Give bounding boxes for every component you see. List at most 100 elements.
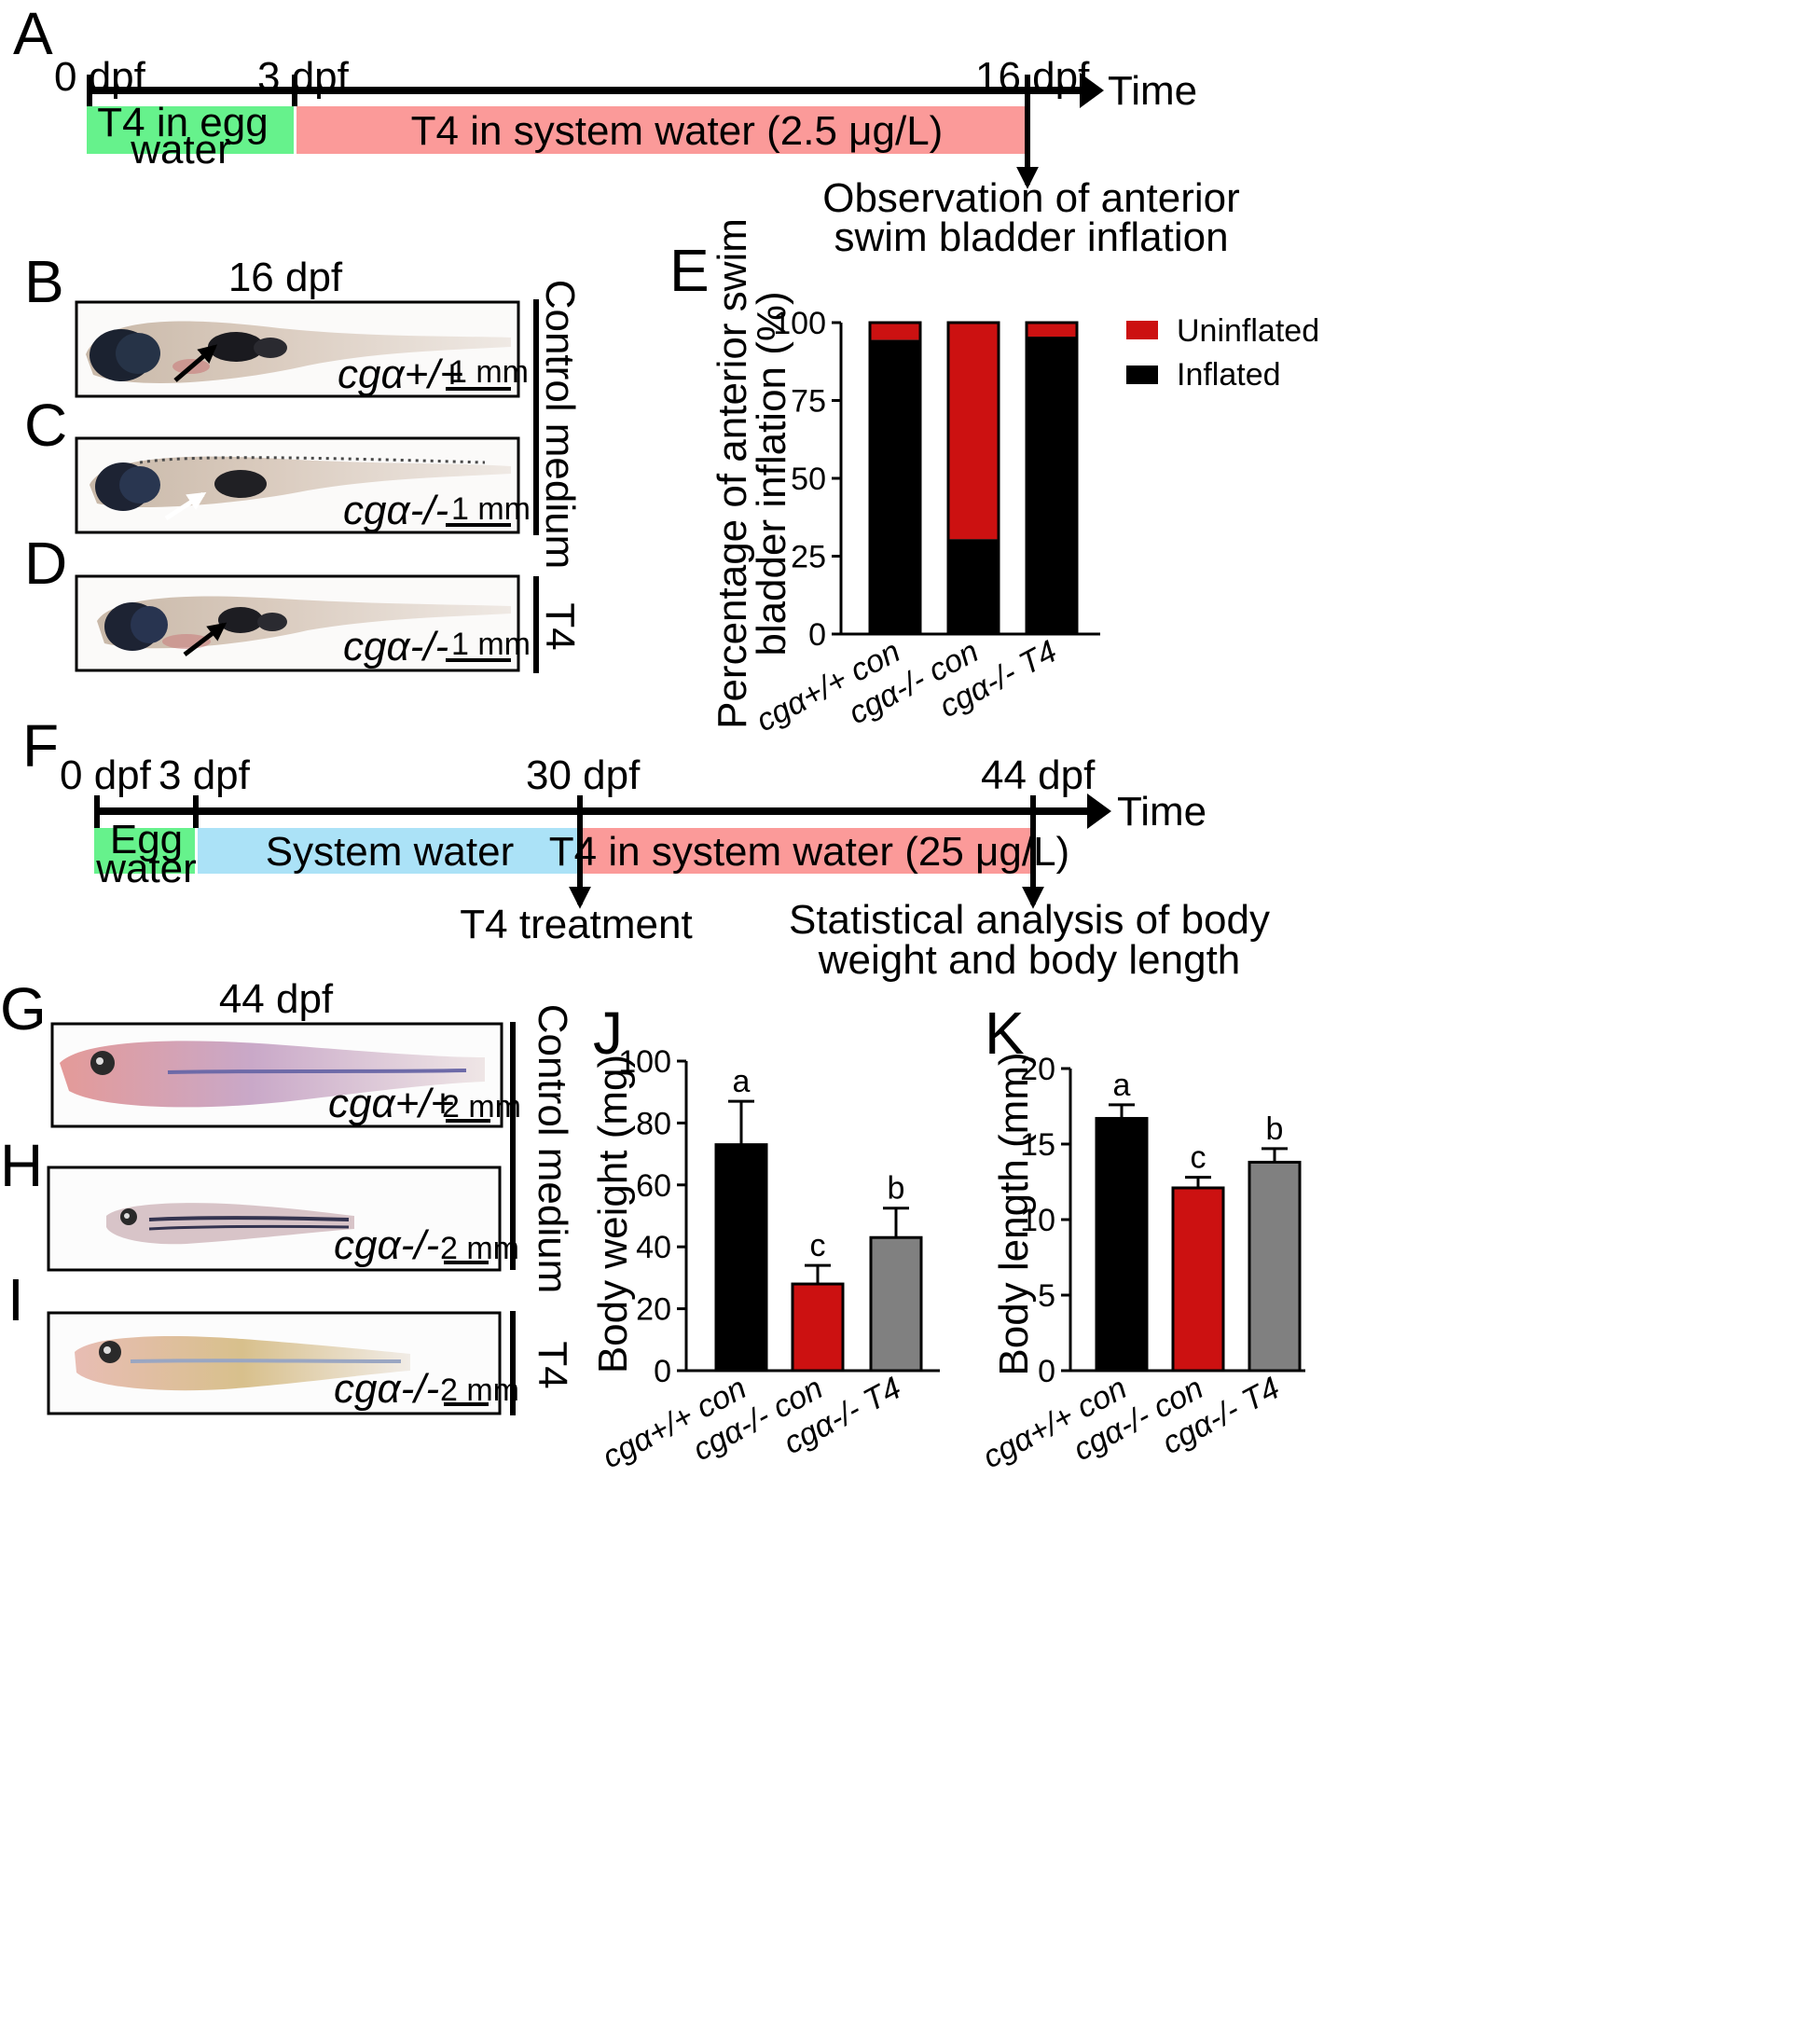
egg-water-label-f-2: water <box>95 846 197 891</box>
significance-letter-cg-t4: b <box>888 1171 905 1207</box>
genotype-g: cgα+/+ <box>328 1081 454 1126</box>
scale-label-c: 1 mm <box>451 491 531 527</box>
panel-k-letter: K <box>985 1000 1025 1067</box>
y-tick-label: 5 <box>1038 1278 1055 1314</box>
y-tick-label: 100 <box>618 1044 671 1080</box>
bar-cg-con <box>791 1282 845 1373</box>
panel-a-axis-label: Time <box>1108 68 1197 114</box>
significance-letter-cg-con: c <box>810 1228 826 1263</box>
bar-uninflated-cg-con <box>948 323 999 540</box>
t4-label-large: T4 <box>530 1341 575 1388</box>
bar-cg-t4 <box>869 1235 923 1373</box>
significance-letter-cg-con: a <box>1113 1068 1131 1103</box>
genotype-c: cgα-/- <box>343 488 448 533</box>
significance-letter-cg-con: a <box>733 1064 751 1099</box>
treatment-label-f: T4 treatment <box>460 902 692 947</box>
scale-label-g: 2 mm <box>442 1089 521 1124</box>
panel-c: C cgα-/- 1 mm <box>24 392 531 534</box>
bar-cg-t4 <box>1248 1160 1302 1373</box>
panel-e: E Percentage of anterior swim bladder in… <box>669 218 1319 738</box>
panel-a-letter: A <box>13 0 53 67</box>
significance-letter-cg-con: c <box>1191 1140 1206 1176</box>
y-tick-label: 10 <box>1020 1203 1055 1238</box>
panel-a: A 0 dpf 3 dpf 16 dpf Time T4 in egg wate… <box>13 0 1240 260</box>
bar-outline-cg-t4 <box>1025 321 1079 636</box>
panel-b-letter: B <box>24 248 64 315</box>
y-tick-label: 0 <box>654 1354 671 1389</box>
system-water-label-a: T4 in system water (2.5 μg/L) <box>411 108 944 154</box>
scale-label-b: 1 mm <box>449 354 529 390</box>
panel-f-time-44: 44 dpf <box>981 752 1096 798</box>
significance-letter-cg-t4: b <box>1266 1111 1284 1147</box>
t4-label-small: T4 <box>537 602 583 650</box>
bar-uninflated-cg-con <box>870 323 920 340</box>
scale-label-h: 2 mm <box>440 1231 519 1266</box>
bar-outline-cg-con <box>946 321 1000 636</box>
analysis-label-f-2: weight and body length <box>818 937 1241 983</box>
adult-image-i <box>75 1335 410 1391</box>
observation-label-a-1: Observation of anterior <box>822 175 1240 221</box>
y-tick-label: 75 <box>791 384 826 420</box>
y-tick-label: 50 <box>791 462 826 497</box>
egg-water-label-a-1: T4 in egg <box>97 100 268 145</box>
bar-inflated-cg-con <box>948 539 999 634</box>
y-tick-label: 25 <box>791 540 826 575</box>
panel-d-letter: D <box>24 530 67 597</box>
y-tick-label: 0 <box>1038 1354 1055 1389</box>
panel-b-stage: 16 dpf <box>228 255 343 300</box>
genotype-b: cgα+/+ <box>338 352 463 397</box>
legend-swatch-inflated <box>1126 366 1158 384</box>
panel-b: B 16 dpf cgα+/+ 1 mm <box>24 248 529 398</box>
panel-k-ylabel: Body length (mm) <box>991 1052 1037 1375</box>
bar-uninflated-cg-t4 <box>1027 323 1077 338</box>
y-tick-label: 20 <box>636 1292 671 1328</box>
y-tick-label: 40 <box>636 1230 671 1265</box>
adult-image-g <box>60 1041 485 1108</box>
genotype-h: cgα-/- <box>334 1222 439 1268</box>
panel-e-letter: E <box>669 237 710 304</box>
panel-j: J Body weight (mg) 020406080100acbcgα+/+… <box>590 1000 940 1475</box>
panel-f-time-30: 30 dpf <box>526 752 641 798</box>
panel-i-letter: I <box>7 1266 24 1333</box>
white-arrow-c <box>164 491 207 521</box>
y-tick-label: 60 <box>636 1168 671 1204</box>
t4-water-box-f <box>582 828 1035 874</box>
panel-d: D cgα-/- 1 mm <box>24 530 531 672</box>
scale-label-i: 2 mm <box>440 1373 519 1408</box>
analysis-label-f-1: Statistical analysis of body <box>789 897 1270 943</box>
panel-c-letter: C <box>24 392 67 459</box>
system-water-box-a <box>296 106 1027 154</box>
y-tick-label: 0 <box>808 617 826 653</box>
panel-h: H cgα-/- 2 mm <box>0 1132 519 1272</box>
y-tick-label: 100 <box>773 306 826 341</box>
scale-label-d: 1 mm <box>451 627 531 662</box>
black-arrow-d <box>183 622 228 656</box>
y-tick-label: 80 <box>636 1106 671 1141</box>
y-tick-label: 20 <box>1020 1052 1055 1087</box>
group-brackets-large: Control medium T4 <box>510 1004 575 1415</box>
legend-label-uninflated: Uninflated <box>1177 313 1319 349</box>
image-frame-c <box>75 436 520 534</box>
panel-i: I cgα-/- 2 mm <box>7 1266 519 1415</box>
genotype-d: cgα-/- <box>343 624 448 669</box>
bar-inflated-cg-t4 <box>1027 337 1077 634</box>
t4-water-label-f: T4 in system water (25 μg/L) <box>549 829 1069 875</box>
egg-water-label-f-1: Egg <box>110 817 183 862</box>
adult-image-h <box>106 1203 354 1245</box>
control-medium-label-small: Control medium <box>537 280 583 570</box>
panel-j-ylabel: Body weight (mg) <box>590 1055 636 1373</box>
panel-h-letter: H <box>0 1132 43 1199</box>
legend-swatch-uninflated <box>1126 321 1158 339</box>
panel-f-time-0: 0 dpf <box>60 752 152 798</box>
observation-label-a-2: swim bladder inflation <box>834 214 1228 260</box>
bar-cg-con <box>714 1143 768 1373</box>
bar-outline-cg-con <box>868 321 922 636</box>
control-medium-label-large: Control medium <box>530 1004 575 1294</box>
genotype-i: cgα-/- <box>334 1366 439 1412</box>
timeline-f-arrowhead <box>1087 793 1111 829</box>
group-brackets-small: Control medium T4 <box>533 280 583 673</box>
